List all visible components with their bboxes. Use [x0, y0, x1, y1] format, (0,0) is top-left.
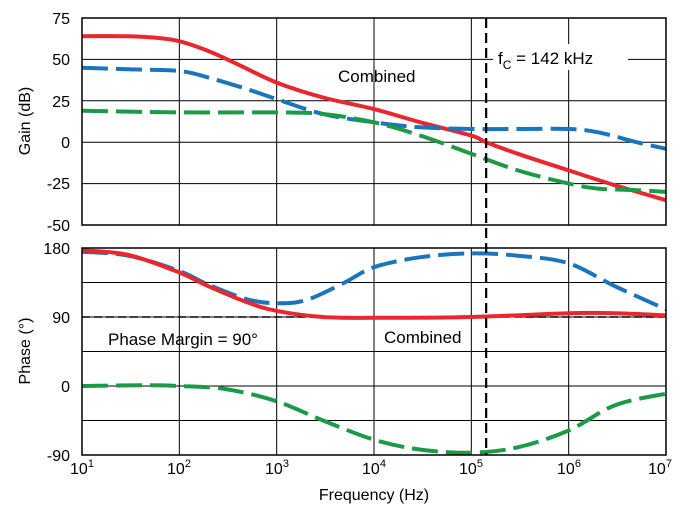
phase-grid: [82, 248, 666, 455]
x-tick-label: 105: [459, 458, 483, 478]
gain-series-line-1: [82, 34, 666, 203]
gain-tick-label: 0: [61, 135, 70, 152]
gain-tick-label: -25: [47, 176, 70, 193]
x-tick-label: 106: [557, 458, 581, 478]
x-tick-label: 102: [167, 458, 191, 478]
phase-series-line-2: [82, 248, 666, 320]
phase-tick-label: 180: [43, 241, 70, 258]
x-tick-label: 104: [362, 458, 386, 478]
gain-series-line-2: [82, 65, 666, 151]
phase-plot-frame: [81, 247, 667, 456]
phase-combined-annotation: Combined: [384, 328, 462, 347]
frequency-axis-label: Frequency (Hz): [319, 487, 429, 504]
x-tick-label: 101: [70, 458, 94, 478]
gain-combined-annotation: Combined: [338, 67, 416, 86]
phase-series-group: [82, 248, 666, 455]
x-tick-label: 103: [265, 458, 289, 478]
phase-tick-label: 0: [61, 379, 70, 396]
gain-series-line-3: [82, 108, 666, 194]
fc-label-background: [493, 44, 628, 70]
phase-series-line-3: [82, 383, 666, 455]
phase-tick-label: -90: [47, 448, 70, 465]
gain-tick-label: 50: [52, 52, 70, 69]
gain-series-group: [82, 34, 666, 203]
x-tick-label: 107: [648, 458, 672, 478]
phase-tick-label: 90: [52, 310, 70, 327]
phase-axis-label: Phase (°): [17, 318, 34, 385]
gain-axis-label: Gain (dB): [17, 87, 34, 155]
gain-plot-frame: [81, 17, 667, 226]
fc-annotation: fC = 142 kHz: [498, 49, 593, 72]
gain-tick-label: 25: [52, 94, 70, 111]
gain-tick-label: 75: [52, 11, 70, 28]
phase-margin-annotation: Phase Margin = 90°: [108, 330, 258, 349]
gain-tick-label: -50: [47, 218, 70, 235]
